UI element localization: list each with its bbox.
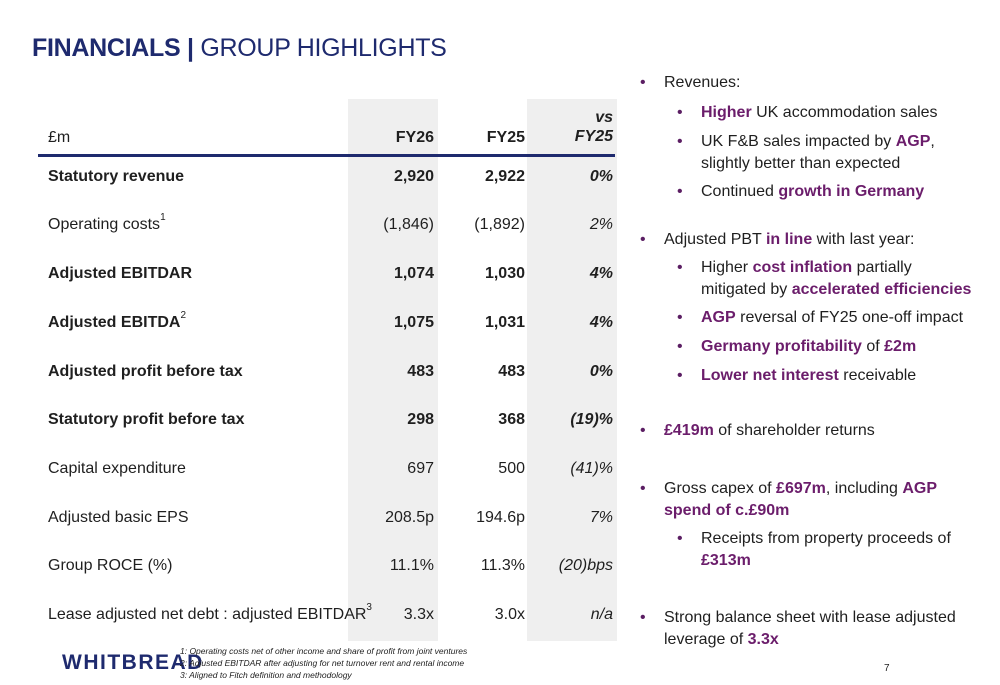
cell-vs: (19)%	[570, 411, 613, 428]
cell-fy26: (1,846)	[383, 216, 434, 233]
cell-fy25: 194.6p	[476, 509, 525, 526]
table-row: Operating costs1 (1,846) (1,892) 2%	[0, 212, 620, 240]
cell-fy25: 368	[498, 411, 525, 428]
table-row: Adjusted EBITDAR 1,074 1,030 4%	[0, 265, 620, 289]
footnote-marker: 1	[160, 212, 166, 223]
page-number: 7	[884, 663, 890, 674]
cell-fy26: 3.3x	[403, 606, 434, 623]
row-label: Adjusted EBITDA2	[48, 310, 187, 331]
fy26-column-shade	[348, 99, 438, 641]
footnote-1: 1: Operating costs net of other income a…	[180, 646, 468, 656]
cell-fy25: 500	[498, 460, 525, 477]
header-fy25: FY25	[486, 129, 525, 146]
bullet-dot: •	[677, 259, 683, 276]
cell-fy26: 1,074	[393, 265, 434, 282]
footnote-2: 2: Adjusted EBITDAR after adjusting for …	[180, 658, 465, 668]
footnote-marker: 3	[366, 602, 372, 613]
bullet-dot: •	[677, 309, 683, 326]
row-label: Adjusted basic EPS	[48, 509, 189, 526]
table-row: Lease adjusted net debt : adjusted EBITD…	[0, 602, 620, 630]
table-row: Capital expenditure 697 500 (41)%	[0, 460, 620, 484]
cell-fy25: 11.3%	[480, 557, 525, 574]
cell-fy26: 298	[407, 411, 434, 428]
table-row: Group ROCE (%) 11.1% 11.3% (20)bps	[0, 557, 620, 581]
whitbread-logo: WHITBREAD	[62, 651, 204, 674]
cell-vs: 4%	[589, 314, 613, 331]
page-title: FINANCIALS | GROUP HIGHLIGHTS	[32, 34, 447, 63]
bullet-dot: •	[640, 74, 646, 91]
row-label: Adjusted profit before tax	[48, 363, 243, 380]
cell-fy26: 1,075	[393, 314, 434, 331]
cell-vs: 0%	[589, 363, 613, 380]
cell-fy26: 483	[407, 363, 434, 380]
table-row: Statutory revenue 2,920 2,922 0%	[0, 168, 620, 192]
footnotes: 1: Operating costs net of other income a…	[180, 645, 467, 681]
footnote-3: 3: Aligned to Fitch definition and metho…	[180, 670, 352, 680]
header-vs: vs FY25	[527, 108, 613, 146]
cell-fy26: 2,920	[393, 168, 434, 185]
cell-vs: 2%	[589, 216, 613, 233]
cell-fy25: 483	[498, 363, 525, 380]
bullet-dot: •	[677, 530, 683, 547]
cell-vs: 4%	[589, 265, 613, 282]
row-label: Statutory profit before tax	[48, 411, 245, 428]
table-row: Statutory profit before tax 298 368 (19)…	[0, 411, 620, 435]
footnote-marker: 2	[180, 310, 187, 321]
header-units: £m	[48, 129, 71, 146]
cell-vs: 7%	[589, 509, 613, 526]
row-label: Capital expenditure	[48, 460, 186, 477]
cell-fy26: 11.1%	[389, 557, 434, 574]
table-row: Adjusted basic EPS 208.5p 194.6p 7%	[0, 509, 620, 533]
row-label: Operating costs1	[48, 212, 166, 233]
bullet-dot: •	[677, 367, 683, 384]
header-vs-line1: vs	[595, 109, 613, 126]
cell-fy26: 697	[407, 460, 434, 477]
title-bold: FINANCIALS |	[32, 34, 194, 62]
bullet-dot: •	[677, 183, 683, 200]
bullet-dot: •	[677, 338, 683, 355]
cell-fy26: 208.5p	[385, 509, 434, 526]
cell-fy25: 3.0x	[494, 606, 525, 623]
cell-fy25: 1,031	[484, 314, 525, 331]
cell-vs: 0%	[589, 168, 613, 185]
header-divider	[38, 154, 615, 157]
row-label: Adjusted EBITDAR	[48, 265, 192, 282]
bullet-dot: •	[640, 231, 646, 248]
cell-fy25: 2,922	[484, 168, 525, 185]
header-fy26: FY26	[395, 129, 434, 146]
bullet-dot: •	[640, 480, 646, 497]
bullet-dot: •	[640, 609, 646, 626]
bullet-dot: •	[640, 422, 646, 439]
table-row: Adjusted EBITDA2 1,075 1,031 4%	[0, 310, 620, 338]
title-rest: GROUP HIGHLIGHTS	[200, 34, 447, 62]
row-label: Group ROCE (%)	[48, 557, 173, 574]
bullet-dot: •	[677, 104, 683, 121]
header-vs-line2: FY25	[574, 128, 613, 145]
table-row: Adjusted profit before tax 483 483 0%	[0, 363, 620, 387]
cell-vs: (20)bps	[558, 557, 613, 574]
cell-vs: n/a	[590, 606, 613, 623]
cell-fy25: (1,892)	[474, 216, 525, 233]
row-label: Lease adjusted net debt : adjusted EBITD…	[48, 602, 372, 623]
bullet-dot: •	[677, 133, 683, 150]
cell-fy25: 1,030	[484, 265, 525, 282]
cell-vs: (41)%	[570, 460, 613, 477]
vs-column-shade	[527, 99, 617, 641]
row-label: Statutory revenue	[48, 168, 185, 185]
